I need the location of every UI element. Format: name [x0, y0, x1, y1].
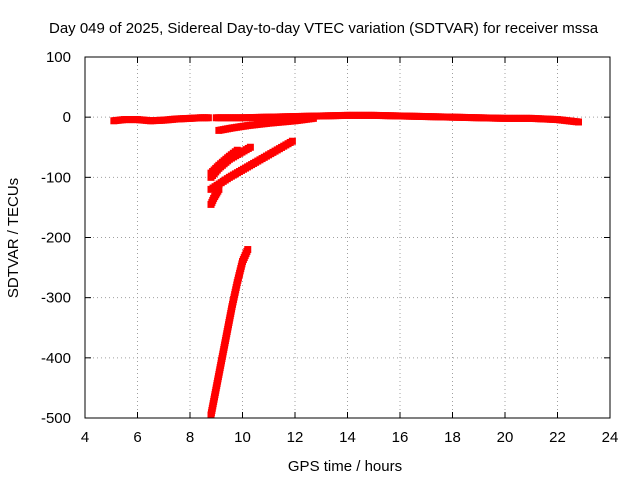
x-tick-label: 20	[497, 429, 514, 446]
x-tick-label: 16	[392, 429, 409, 446]
data-point	[233, 146, 241, 154]
y-axis-label: SDTVAR / TECUs	[5, 178, 22, 298]
data-point	[204, 114, 212, 122]
series-arc-recover-1	[215, 114, 317, 134]
data-point	[288, 137, 296, 145]
data-point	[246, 143, 254, 151]
y-tick-label: -200	[41, 230, 71, 247]
y-tick-label: 0	[63, 109, 71, 126]
data-point	[309, 114, 317, 122]
series-arc-short-drop	[207, 185, 223, 208]
data-point	[244, 246, 252, 254]
y-tick-label: 100	[46, 49, 71, 66]
x-tick-label: 24	[602, 429, 619, 446]
y-tick-label: -500	[41, 410, 71, 427]
series-arc-early-flat	[110, 114, 212, 125]
x-tick-label: 18	[444, 429, 461, 446]
axis-ticks: 4 6 8 10 12 14 16 18 20 22 24 -500 -400 -300 -200 -100 0…	[41, 49, 618, 446]
data-point	[575, 118, 582, 126]
x-tick-label: 4	[81, 429, 89, 446]
x-tick-label: 22	[549, 429, 566, 446]
data-marks	[110, 111, 582, 419]
chart-title: Day 049 of 2025, Sidereal Day-to-day VTE…	[49, 20, 599, 37]
series-arc-deep-drop	[207, 246, 252, 419]
y-tick-label: -100	[41, 169, 71, 186]
y-tick-label: -400	[41, 350, 71, 367]
series-arc-recover-2	[207, 137, 296, 193]
data-point	[215, 185, 223, 193]
x-axis-label: GPS time / hours	[288, 458, 402, 475]
x-tick-label: 10	[234, 429, 251, 446]
x-tick-label: 8	[186, 429, 194, 446]
x-tick-label: 14	[339, 429, 356, 446]
y-tick-label: -300	[41, 290, 71, 307]
x-tick-label: 6	[133, 429, 141, 446]
x-tick-label: 12	[287, 429, 304, 446]
series-arc-recover-4	[207, 146, 241, 177]
